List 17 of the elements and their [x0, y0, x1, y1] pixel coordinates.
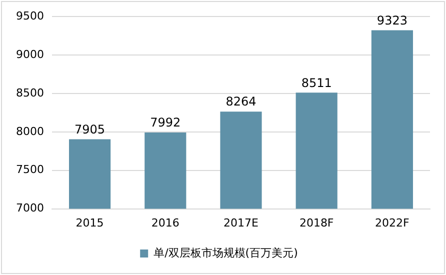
x-tick-label: 2018F	[299, 216, 334, 230]
y-tick-label: 7500	[16, 163, 44, 176]
y-tick-label: 8500	[16, 86, 44, 100]
y-tick-label: 9000	[16, 48, 44, 61]
data-label: 7992	[150, 116, 181, 130]
legend-label: 单/双层板市场规模(百万美元)	[154, 246, 298, 260]
data-label: 8511	[301, 76, 332, 90]
x-tick-label: 2017E	[224, 216, 259, 230]
data-label: 8264	[226, 94, 256, 109]
data-label: 9323	[376, 13, 408, 28]
y-tick-label: 7000	[16, 202, 44, 215]
data-label: 7905	[74, 122, 106, 136]
y-tick-label: 9500	[16, 9, 44, 22]
x-tick-label: 2016	[151, 216, 180, 230]
x-tick-label: 2015	[76, 216, 104, 230]
y-tick-label: 8000	[16, 124, 44, 138]
x-tick-label: 2022F	[375, 216, 410, 230]
